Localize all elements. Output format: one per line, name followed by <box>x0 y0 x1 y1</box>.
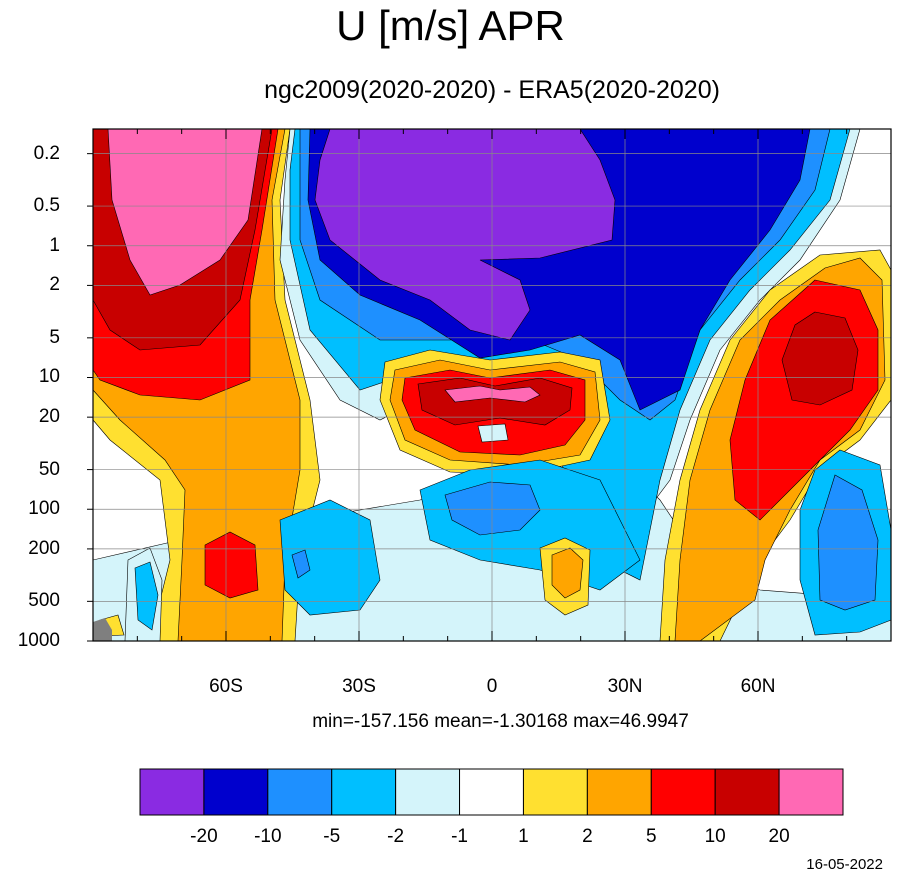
y-tick-label: 10 <box>38 366 60 388</box>
contour-pink-equatorial <box>444 385 541 403</box>
date-stamp: 16-05-2022 <box>806 856 883 873</box>
colorbar <box>139 768 844 816</box>
colorbar-box <box>586 768 652 816</box>
colorbar-box <box>778 768 844 816</box>
colorbar-box <box>650 768 716 816</box>
colorbar-box <box>139 768 205 816</box>
contour-cyan-sh <box>134 561 159 631</box>
y-tick-label: 0.2 <box>33 142 60 164</box>
colorbar-label: 1 <box>518 826 529 847</box>
statistics-text: min=-157.156 mean=-1.30168 max=46.9947 <box>312 711 689 732</box>
colorbar-box <box>714 768 780 816</box>
colorbar-box <box>522 768 588 816</box>
colorbar-box <box>459 768 524 816</box>
y-tick-label: 2 <box>49 274 60 296</box>
y-tick-label: 50 <box>38 458 60 480</box>
colorbar-box <box>331 768 397 816</box>
x-tick-label: 60S <box>209 676 243 697</box>
colorbar-label: 5 <box>645 826 657 847</box>
contour-lightcyan-equatorial <box>477 423 509 443</box>
y-tick-label: 5 <box>49 326 60 348</box>
colorbar-label: 2 <box>582 826 593 847</box>
colorbar-label: -10 <box>254 826 282 847</box>
contour-cyan-lower-tropics <box>279 499 381 616</box>
colorbar-label: 10 <box>704 826 726 847</box>
contour-blue-lower-tropics <box>444 481 541 536</box>
colorbar-label: -1 <box>451 826 468 847</box>
contour-red-southern-lower <box>204 531 259 599</box>
y-tick-label: 20 <box>38 406 60 428</box>
contour-purple-tropics <box>314 129 616 341</box>
colorbar-label: -20 <box>190 826 218 847</box>
y-tick-label: 1 <box>49 234 60 256</box>
x-tick-label: 60N <box>740 676 776 697</box>
y-tick-label: 500 <box>28 590 60 612</box>
chart-title: U [m/s] APR <box>336 2 565 49</box>
colorbar-label: 20 <box>768 826 790 847</box>
y-tick-label: 200 <box>28 537 60 559</box>
contour-pink-southern <box>107 129 263 296</box>
axis-ticks <box>87 129 848 642</box>
contour-missing-topography <box>93 618 112 641</box>
y-tick-label: 100 <box>28 498 60 520</box>
x-tick-label: 30S <box>342 676 376 697</box>
contour-darkred-northern <box>781 311 859 406</box>
colorbar-box <box>203 768 269 816</box>
colorbar-label: -5 <box>323 826 341 847</box>
colorbar-label: -2 <box>387 826 405 847</box>
colorbar-box <box>267 768 333 816</box>
y-tick-label: 1000 <box>17 630 60 651</box>
y-tick-label: 0.5 <box>33 195 60 217</box>
contour-field <box>93 129 891 641</box>
chart-subtitle: ngc2009(2020-2020) - ERA5(2020-2020) <box>264 76 720 104</box>
colorbar-box <box>395 768 461 816</box>
contour-orange-lower-tropics-in <box>551 547 584 599</box>
x-tick-label: 0 <box>486 676 498 697</box>
contour-blue-northern <box>817 474 879 611</box>
contour-blue-small <box>291 549 311 579</box>
x-tick-label: 30N <box>607 676 643 697</box>
